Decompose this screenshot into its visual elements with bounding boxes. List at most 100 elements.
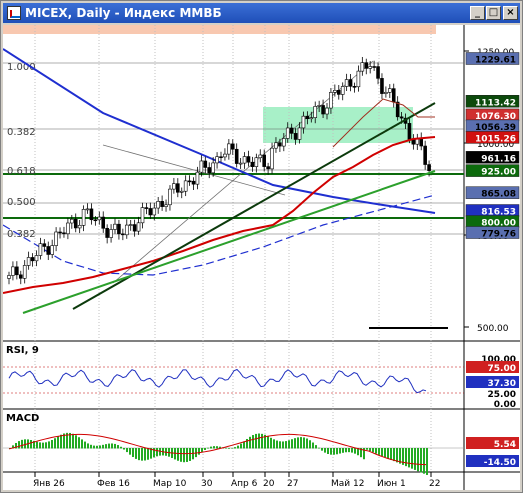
rsi-axis-label: 37.30 [488,379,516,389]
macd-bar [345,448,347,453]
macd-bar [231,447,233,449]
macd-label: MACD [6,413,39,424]
candle-body [356,70,361,88]
macd-bar [24,439,26,449]
candle-body [124,224,129,236]
macd-bar [21,439,23,449]
macd-bar [405,448,407,467]
candle-body [156,201,160,209]
rsi-axis-label: 100.00 [481,355,516,365]
minimize-button[interactable]: _ [470,6,485,20]
macd-bar [384,448,386,458]
macd-bar [318,447,320,449]
macd-bar [399,448,401,464]
candle-body [183,180,188,192]
channel-median [102,144,286,196]
chart-area[interactable]: 1.000 0.382 0.618 0.500 0.382 [3,25,520,490]
candle-body [289,127,294,134]
macd-bar [396,448,398,463]
candle-body [97,216,102,221]
macd-bar [327,448,329,454]
date-label: Фев 16 [97,479,130,489]
macd-bar [366,448,368,450]
candle-body [113,223,117,230]
macd-bar [324,448,326,453]
macd-bar [336,448,338,455]
candle-body [203,160,208,168]
macd-bar [339,448,341,454]
price-candles [7,56,431,285]
macd-bar [393,448,395,462]
candle-body [242,156,247,164]
macd-bar [354,448,356,454]
macd-axis: 5.54 -14.50 [466,437,519,468]
macd-bar [261,433,263,449]
macd-bar [381,448,383,457]
top-band [3,25,436,34]
macd-bar [213,446,215,449]
price-tag [465,186,520,199]
macd-tag [466,455,519,467]
macd-bar [273,439,275,449]
macd-bar [69,432,71,449]
macd-bar [126,448,128,453]
macd-bar [135,448,137,459]
candle-body [34,255,39,262]
rsi-line [8,368,427,394]
price-tag-label: 961.16 [481,154,516,164]
candle-body [223,153,227,158]
macd-bar [84,441,86,449]
chart-canvas[interactable]: 1.000 0.382 0.618 0.500 0.382 [3,25,520,490]
macd-bar [189,448,191,461]
candle-body [199,160,204,173]
candle-body [207,167,212,174]
macd-bar [279,441,281,449]
macd-bar [18,441,20,449]
candle-body [89,208,94,221]
candle-body [427,164,431,171]
price-tag-label: 1056.39 [475,123,516,133]
macd-bar [423,448,425,474]
chart-window-icon [7,6,21,20]
macd-bar [357,448,359,456]
candle-body [164,204,168,207]
macd-histogram [9,432,428,475]
macd-bar [237,445,239,449]
macd-bar [420,448,422,473]
price-tag-label: 925.00 [481,168,516,178]
macd-bar [387,448,389,459]
macd-bar [246,438,248,449]
candle-body [423,145,427,165]
macd-bar [267,436,269,449]
macd-bar [45,442,47,449]
macd-signal-line [8,433,427,466]
fib-label-4: 0.500 [7,197,36,208]
macd-bar [312,442,314,449]
macd-bar [375,448,377,454]
rsi-axis-label: 25.00 [488,390,516,400]
window-titlebar[interactable]: MICEX, Daily - Индекс ММВБ _ □ × [3,3,520,23]
macd-bar [417,448,419,472]
candle-body [93,219,98,222]
candle-body [309,117,314,120]
date-label: 27 [287,479,298,489]
price-tag-label: 816.53 [481,208,516,218]
macd-bar [99,445,101,449]
restore-button[interactable]: □ [486,6,501,20]
candle-body [325,107,329,115]
macd-bar [177,448,179,461]
price-tag-label: 1076.30 [475,112,516,122]
candle-body [321,105,325,115]
candle-body [109,229,113,238]
macd-bar [294,438,296,449]
candle-body [38,243,43,256]
candle-body [297,127,302,140]
window-title: MICEX, Daily - Индекс ММВБ [25,6,222,20]
macd-bar [228,448,230,449]
macd-bar [96,445,98,449]
candle-body [128,224,133,226]
macd-bar [306,438,308,449]
macd-bar [153,448,155,458]
candle-body [148,208,153,216]
close-button[interactable]: × [503,6,518,20]
